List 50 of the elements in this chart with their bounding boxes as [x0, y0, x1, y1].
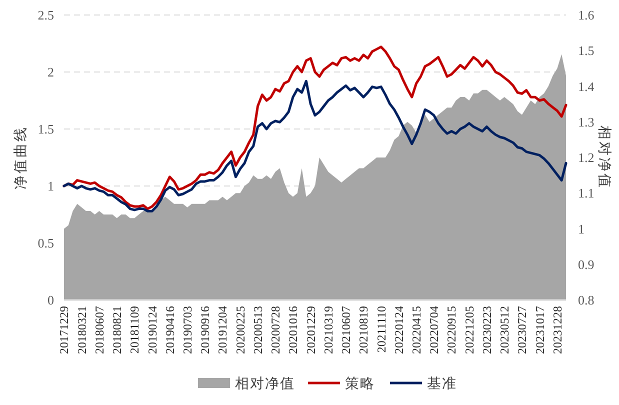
- y-axis-title: 净值曲线: [12, 126, 29, 190]
- legend-label: 相对净值: [235, 376, 295, 392]
- x-tick-label: 20180321: [74, 306, 89, 354]
- x-tick-label: 20231017: [532, 306, 547, 354]
- y2-tick-label: 0.8: [578, 292, 594, 308]
- x-tick-label: 20201229: [304, 306, 318, 354]
- x-tick-label: 20211110: [374, 306, 388, 353]
- y2-tick-label: 1.6: [578, 8, 595, 23]
- x-tick-label: 20220415: [409, 306, 424, 354]
- y2-tick-label: 1.3: [578, 114, 594, 130]
- y2-tick-label: 1.4: [578, 78, 595, 94]
- y2-tick-label: 0.9: [578, 256, 594, 272]
- legend-label: 策略: [345, 376, 375, 392]
- legend-label: 基准: [427, 376, 457, 392]
- x-tick-label: 20210319: [321, 306, 336, 354]
- x-tick-label: 20221205: [462, 306, 476, 354]
- x-tick-label: 20200513: [250, 306, 265, 354]
- y-tick-label: 2: [48, 64, 54, 80]
- x-tick-label: 20180607: [92, 306, 106, 354]
- y-tick-label: 0: [48, 292, 54, 308]
- y-tick-label: 0.5: [38, 236, 54, 251]
- x-tick-label: 20201016: [286, 306, 300, 354]
- x-tick-label: 20230512: [498, 306, 512, 354]
- x-tick-label: 20200225: [233, 306, 248, 354]
- x-tick-label: 20230727: [515, 306, 530, 354]
- x-tick-label: 20180821: [110, 306, 124, 354]
- x-tick-label: 20190916: [198, 306, 212, 354]
- x-tick-label: 20190416: [162, 306, 177, 354]
- line-series: [62, 80, 568, 212]
- y-tick-label: 2.5: [38, 8, 54, 23]
- x-tick-label: 20200728: [268, 306, 283, 354]
- x-tick-label: 20171229: [57, 306, 72, 354]
- x-tick-label: 20210607: [339, 306, 354, 354]
- y2-tick-label: 1: [578, 221, 584, 236]
- x-tick-label: 20191204: [216, 306, 230, 354]
- x-tick-label: 20231228: [550, 306, 564, 354]
- x-tick-label: 20230223: [480, 306, 494, 354]
- x-tick-label: 20190124: [145, 306, 160, 354]
- y2-axis-title: 相对净值: [596, 126, 612, 190]
- x-tick-label: 20210819: [356, 306, 371, 354]
- x-tick-label: 20220915: [444, 306, 459, 354]
- x-tick-label: 20181109: [128, 306, 142, 354]
- y-tick-label: 1.5: [38, 122, 54, 137]
- y2-tick-label: 1.1: [578, 186, 594, 201]
- x-tick-label: 20190703: [180, 306, 194, 354]
- y-tick-label: 1: [48, 178, 54, 194]
- x-tick-label: 20220124: [392, 306, 406, 354]
- x-tick-label: 20220704: [427, 306, 442, 354]
- y2-tick-label: 1.2: [578, 150, 594, 166]
- y2-tick-label: 1.5: [578, 43, 594, 58]
